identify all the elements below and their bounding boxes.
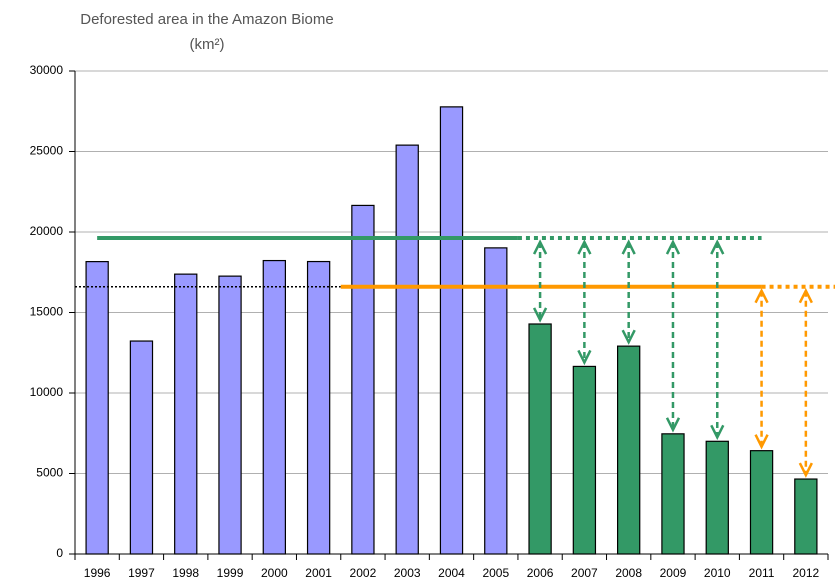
y-tick-label: 10000 [30, 385, 64, 399]
y-tick-label: 20000 [30, 224, 64, 238]
x-tick-label: 2002 [350, 566, 377, 580]
arrow-head [798, 462, 813, 478]
arrow-head [754, 287, 769, 304]
x-tick-label: 2006 [527, 566, 554, 580]
x-tick-label: 2012 [793, 566, 820, 580]
arrow-head [577, 239, 592, 255]
y-tick-label: 15000 [30, 305, 64, 319]
y-tick-label: 25000 [30, 144, 64, 158]
bar [572, 365, 597, 555]
arrow-head [798, 287, 813, 304]
chart-subtitle: (km²) [190, 36, 225, 53]
bar [395, 144, 419, 555]
x-tick-label: 1996 [84, 566, 111, 580]
arrow-head [532, 239, 548, 255]
bar [749, 450, 774, 555]
bar [439, 106, 464, 555]
y-tick-label: 30000 [30, 63, 64, 77]
x-tick-label: 2005 [482, 566, 509, 580]
arrow-head [665, 239, 681, 255]
bar [262, 259, 286, 555]
arrow-head [710, 424, 725, 441]
bar [85, 261, 109, 555]
bar [351, 204, 375, 555]
x-tick-label: 1999 [217, 566, 244, 580]
chart-title: Deforested area in the Amazon Biome [80, 11, 333, 28]
x-tick-label: 2004 [438, 566, 465, 580]
x-tick-label: 2011 [749, 566, 775, 580]
arrow-head [621, 329, 636, 345]
bar [129, 340, 154, 555]
arrow-head [754, 434, 769, 450]
bar [617, 345, 641, 555]
arrow-head [621, 239, 636, 255]
x-tick-label: 2007 [571, 566, 598, 580]
arrow-head [710, 239, 725, 255]
bar [484, 247, 508, 555]
y-tick-label: 5000 [36, 466, 63, 480]
x-tick-label: 2009 [660, 566, 687, 580]
bar [705, 440, 729, 555]
bar [174, 273, 198, 555]
bar [661, 433, 685, 555]
x-tick-label: 2000 [261, 566, 288, 580]
arrow-head [577, 349, 592, 366]
bar [794, 478, 818, 555]
x-tick-label: 2001 [305, 566, 332, 580]
arrow-head [665, 417, 681, 433]
x-tick-label: 2008 [615, 566, 642, 580]
bar [306, 260, 331, 555]
bar [218, 275, 242, 555]
x-tick-label: 2003 [394, 566, 421, 580]
arrow-head [532, 307, 548, 323]
x-tick-label: 1997 [128, 566, 155, 580]
x-tick-label: 1998 [172, 566, 199, 580]
y-tick-label: 0 [56, 546, 63, 560]
bar [528, 323, 552, 555]
x-tick-label: 2010 [704, 566, 731, 580]
